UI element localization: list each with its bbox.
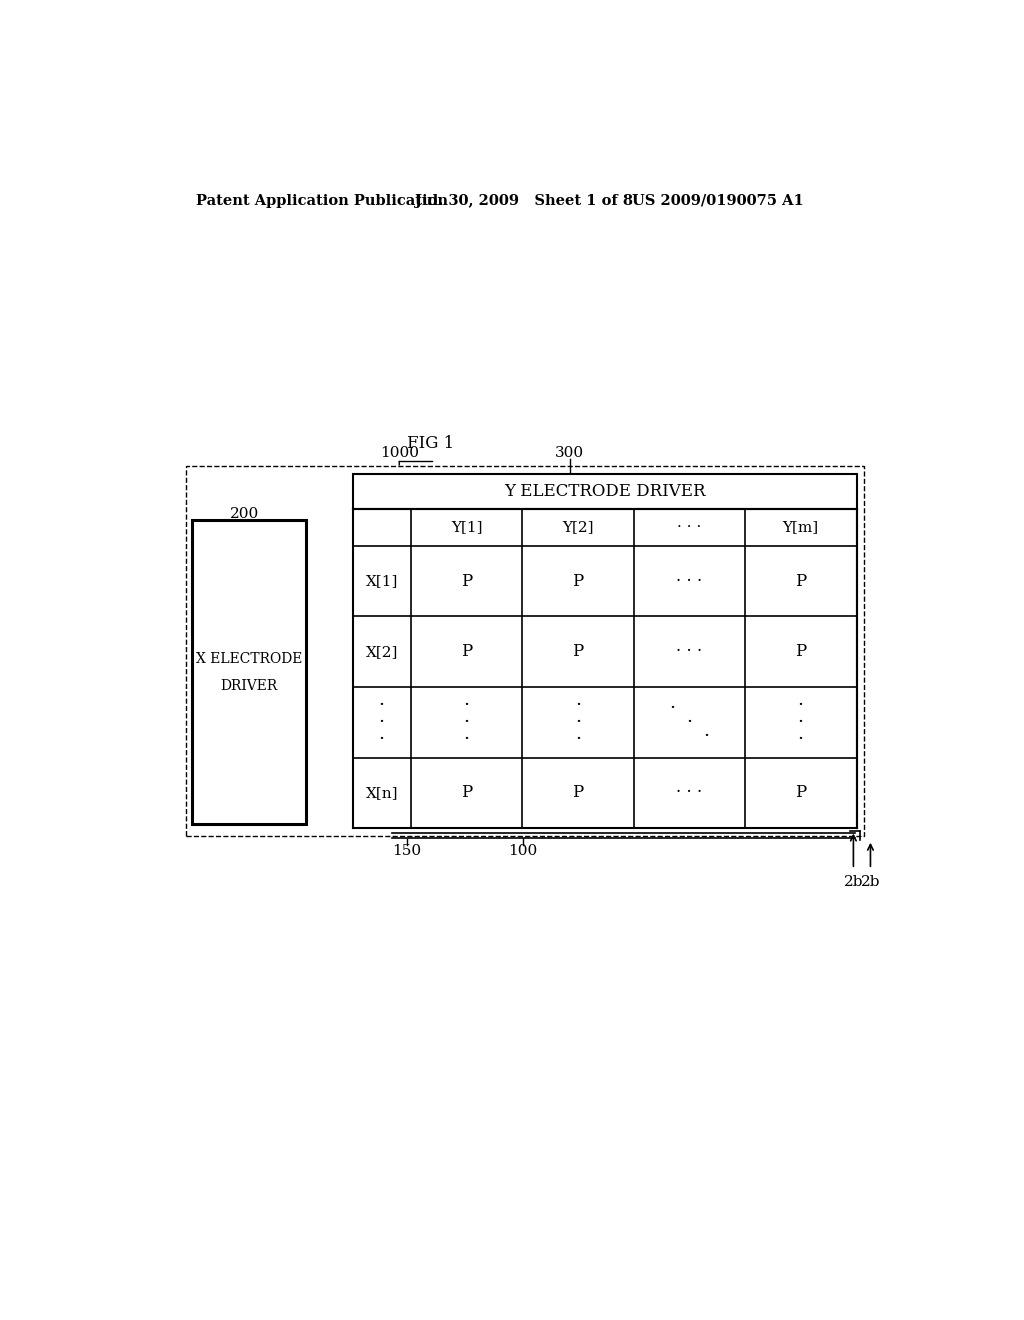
Text: Y[m]: Y[m] [782, 520, 819, 535]
Text: X ELECTRODE: X ELECTRODE [197, 652, 302, 665]
Text: ·: · [670, 700, 676, 718]
Text: ·: · [798, 730, 804, 748]
Text: Y ELECTRODE DRIVER: Y ELECTRODE DRIVER [504, 483, 706, 500]
Text: ·: · [464, 697, 470, 714]
Text: · · ·: · · · [676, 573, 702, 590]
Text: 150: 150 [392, 845, 422, 858]
Text: P: P [796, 784, 807, 801]
Text: US 2009/0190075 A1: US 2009/0190075 A1 [632, 194, 804, 207]
Text: P: P [572, 784, 584, 801]
Text: P: P [461, 784, 472, 801]
Text: ·: · [798, 697, 804, 714]
Bar [193, 520, 306, 825]
Text: ·: · [686, 713, 692, 731]
Text: 100: 100 [509, 845, 538, 858]
Text: X[n]: X[n] [366, 785, 398, 800]
Text: P: P [572, 573, 584, 590]
Text: P: P [796, 643, 807, 660]
Text: 2b: 2b [844, 875, 863, 890]
Text: Y[1]: Y[1] [451, 520, 482, 535]
Text: ·: · [379, 697, 385, 714]
Bar [352, 474, 856, 508]
Text: · · ·: · · · [676, 643, 702, 660]
Text: ·: · [798, 713, 804, 731]
Text: ·: · [464, 713, 470, 731]
Text: X[1]: X[1] [366, 574, 398, 587]
Text: P: P [572, 643, 584, 660]
Text: 200: 200 [229, 507, 259, 521]
Text: · · ·: · · · [677, 520, 701, 535]
Text: 300: 300 [555, 446, 585, 459]
Text: P: P [796, 573, 807, 590]
Bar [186, 466, 864, 836]
Text: Y[2]: Y[2] [562, 520, 594, 535]
Text: ·: · [574, 730, 581, 748]
Text: Jul. 30, 2009   Sheet 1 of 8: Jul. 30, 2009 Sheet 1 of 8 [415, 194, 633, 207]
Text: FIG 1: FIG 1 [407, 434, 454, 451]
Text: Patent Application Publication: Patent Application Publication [197, 194, 449, 207]
Text: ·: · [379, 730, 385, 748]
Text: ·: · [379, 713, 385, 731]
Text: ·: · [574, 697, 581, 714]
Text: · · ·: · · · [676, 784, 702, 801]
Text: 1000: 1000 [380, 446, 419, 459]
Text: DRIVER: DRIVER [220, 680, 278, 693]
Text: ·: · [464, 730, 470, 748]
Text: ·: · [703, 727, 710, 746]
Text: P: P [461, 573, 472, 590]
Text: P: P [461, 643, 472, 660]
Text: ·: · [574, 713, 581, 731]
Text: 2b: 2b [861, 875, 881, 890]
Text: X[2]: X[2] [366, 644, 398, 659]
